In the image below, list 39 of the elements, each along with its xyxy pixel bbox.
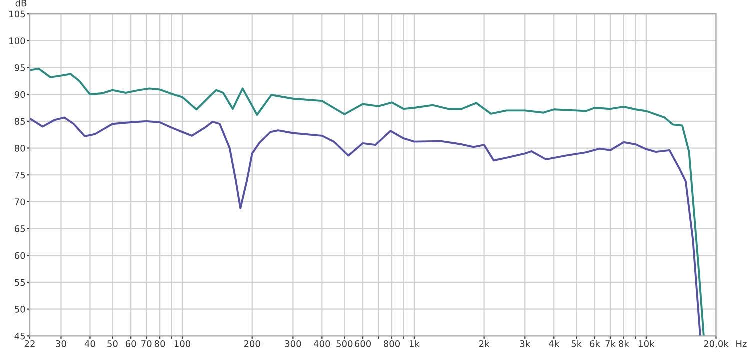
x-tick-label: 70	[142, 340, 152, 348]
x-tick-label: 5k	[572, 340, 582, 348]
y-tick-label: 100	[10, 38, 26, 44]
x-tick-label: 80	[154, 340, 166, 348]
x-tick-label: 22	[24, 340, 35, 348]
x-tick-label: 800	[384, 340, 400, 348]
x-tick-label: 20,0k	[704, 340, 729, 348]
y-tick-label: 75	[15, 172, 26, 179]
y-tick-label: 45	[14, 333, 26, 340]
y-tick-label: 60	[14, 252, 26, 260]
y-tick-label: 105	[10, 10, 26, 18]
x-tick-label: 30	[56, 340, 66, 348]
y-tick-label: 65	[14, 226, 26, 232]
x-tick-label: 300	[285, 340, 302, 348]
y-tick-label: 95	[14, 64, 26, 72]
y-tick-label: 50	[15, 306, 26, 313]
x-tick-label: 7k	[606, 340, 616, 348]
y-tick-label: 90	[14, 91, 26, 98]
x-tick-label: 500	[336, 340, 353, 348]
x-tick-label: 8k	[619, 340, 630, 348]
x-tick-label: 100	[174, 340, 191, 348]
x-tick-label: 400	[314, 340, 330, 348]
y-tick-label: 85	[14, 118, 26, 125]
y-tick-label: 80	[14, 145, 26, 152]
x-tick-label: 200	[244, 340, 260, 348]
y-tick-label: 70	[15, 198, 26, 206]
x-tick-label: 3k	[520, 340, 531, 348]
x-tick-label: 60	[126, 340, 136, 348]
x-tick-label: 10k	[639, 340, 655, 348]
y-axis-title: dB	[16, 0, 27, 7]
x-tick-label: 4k	[549, 340, 560, 348]
x-tick-label: 6k	[590, 340, 600, 348]
x-tick-label: 50	[108, 340, 118, 348]
x-tick-label: 1k	[410, 340, 420, 348]
x-tick-label: 600	[355, 340, 372, 348]
y-tick-label: 55	[15, 279, 26, 286]
x-tick-label: 2k	[479, 340, 490, 348]
x-tick-label: 40	[84, 340, 96, 348]
x-axis-title: Hz	[736, 340, 747, 348]
